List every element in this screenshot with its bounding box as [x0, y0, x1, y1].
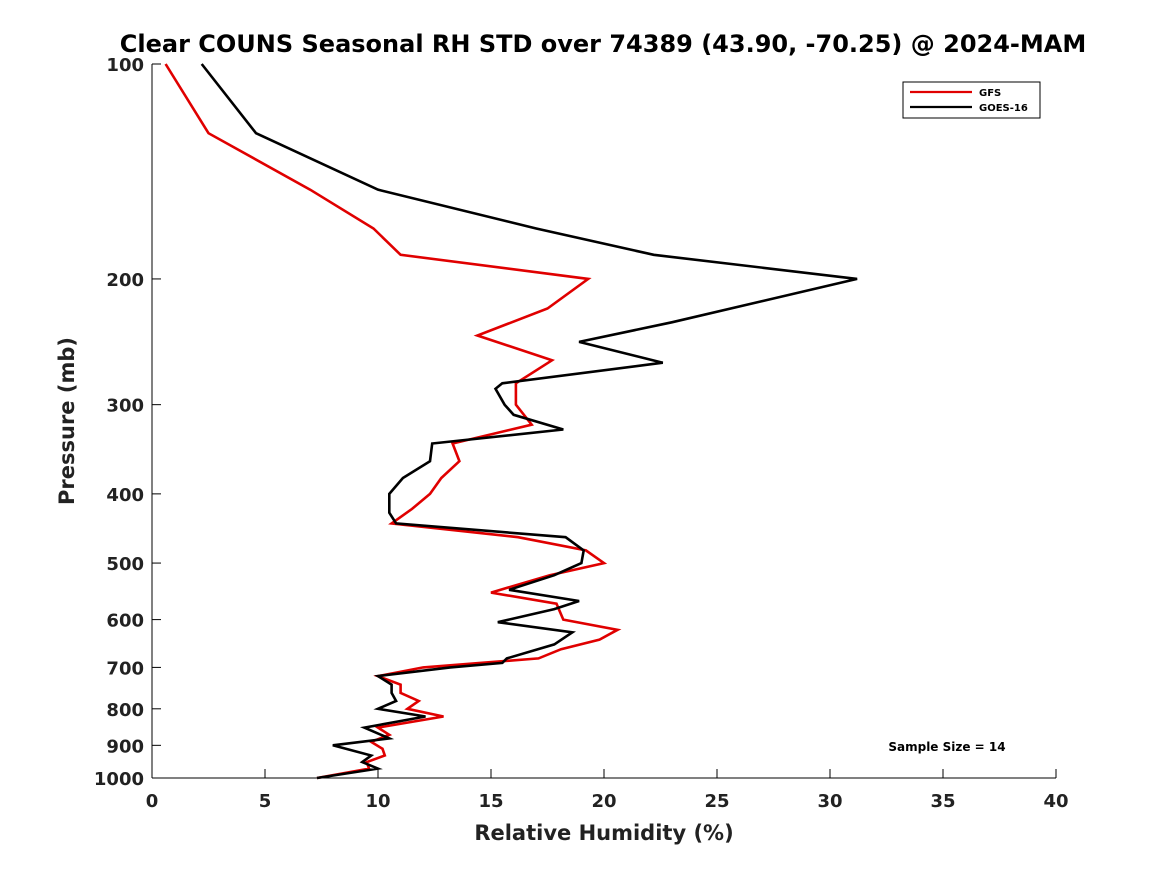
x-tick-label: 20 — [591, 791, 616, 812]
x-axis-label: Relative Humidity (%) — [474, 821, 733, 845]
y-tick-label: 100 — [106, 55, 144, 76]
y-tick-label: 1000 — [94, 769, 144, 790]
legend-label-gfs: GFS — [979, 88, 1001, 99]
y-tick-label: 800 — [106, 700, 144, 721]
x-tick-label: 15 — [478, 791, 503, 812]
y-tick-label: 500 — [106, 554, 144, 575]
x-tick-label: 30 — [817, 791, 842, 812]
sample-size-annotation: Sample Size = 14 — [888, 740, 1005, 754]
series-line-goes16 — [200, 63, 858, 780]
chart-title: Clear COUNS Seasonal RH STD over 74389 (… — [120, 30, 1086, 58]
legend-label-goes16: GOES-16 — [979, 103, 1028, 114]
series-layer — [164, 63, 858, 780]
x-tick-label: 25 — [704, 791, 729, 812]
x-tick-label: 5 — [259, 791, 272, 812]
y-tick-label: 600 — [106, 611, 144, 632]
y-axis-label: Pressure (mb) — [55, 337, 79, 505]
y-tick-label: 900 — [106, 736, 144, 757]
series-line-gfs — [164, 63, 622, 780]
y-tick-label: 400 — [106, 485, 144, 506]
y-tick-label: 300 — [106, 396, 144, 417]
x-tick-label: 0 — [146, 791, 159, 812]
y-tick-label: 700 — [106, 658, 144, 679]
x-tick-label: 35 — [930, 791, 955, 812]
x-tick-label: 10 — [365, 791, 390, 812]
y-tick-label: 200 — [106, 270, 144, 291]
legend-box — [902, 81, 1041, 119]
x-tick-label: 40 — [1043, 791, 1068, 812]
legend: GFS GOES-16 — [902, 81, 1041, 119]
axes-layer: 0 5 10 15 20 25 30 35 40 100 200 300 400 500 600 700 800… — [94, 55, 1069, 812]
plot-area — [152, 64, 1056, 778]
